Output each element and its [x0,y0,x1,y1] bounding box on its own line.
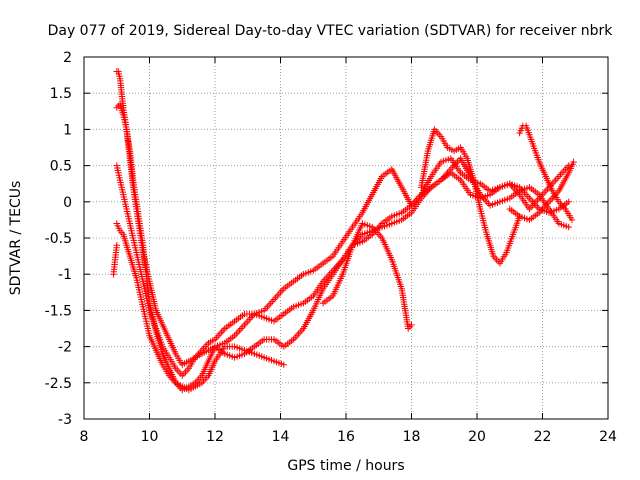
series-track-6 [319,220,415,332]
series-track-5 [110,242,120,278]
series-track-9 [506,158,577,224]
x-tick-label: 14 [272,429,290,445]
axis-ticks: 8 10 12 14 16 18 20 22 24-3-2.5-2-1.5-1-0.500.51… [45,50,617,445]
data-markers [110,68,577,394]
data-point [280,361,287,368]
x-tick-label: 18 [403,429,421,445]
series-track-7 [418,126,523,267]
x-tick-label: 10 [141,429,159,445]
data-point [565,223,572,231]
y-tick-label: 0 [63,195,72,211]
x-tick-label: 8 [80,429,89,445]
y-tick-label: -3 [58,412,72,428]
y-tick-label: -1 [58,267,72,283]
x-tick-label: 20 [468,429,486,445]
y-tick-label: -2 [58,340,72,356]
data-point [565,198,572,205]
x-axis-label: GPS time / hours [287,458,404,474]
x-tick-label: 22 [534,429,552,445]
data-point [113,242,120,249]
data-point [568,216,576,224]
x-tick-label: 16 [337,429,355,445]
x-tick-label: 12 [206,429,224,445]
series-track-8 [516,122,576,224]
y-tick-label: -2.5 [45,376,72,392]
chart-title: Day 077 of 2019, Sidereal Day-to-day VTE… [48,23,614,39]
y-axis-label: SDTVAR / TECUs [8,181,24,296]
y-tick-label: 1 [63,122,72,138]
y-tick-label: -1.5 [45,303,72,319]
y-tick-label: 1.5 [50,86,72,102]
y-tick-label: 0.5 [50,159,72,175]
x-tick-label: 24 [599,429,617,445]
data-point [570,158,577,166]
y-tick-label: -0.5 [45,231,72,247]
y-tick-label: 2 [63,50,72,66]
data-point [408,321,415,329]
series-track-4 [113,220,287,394]
